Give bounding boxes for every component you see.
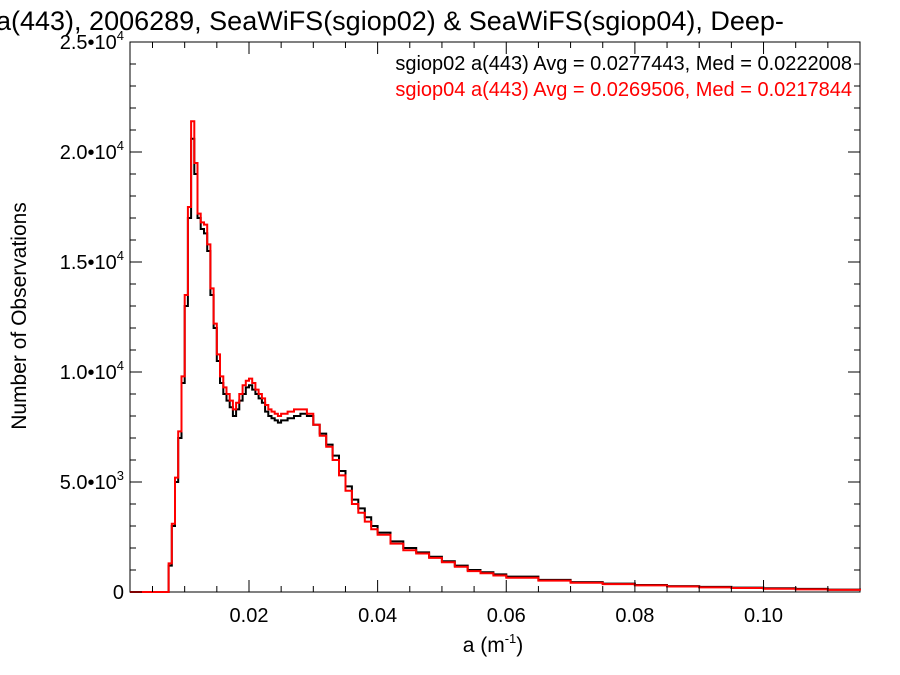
y-axis-label: Number of Observations xyxy=(8,202,31,430)
x-tick-label: 0.04 xyxy=(358,605,397,627)
x-axis-label-text: a (m xyxy=(463,634,505,657)
y-tick-label: 1.5•104 xyxy=(60,248,124,274)
y-tick-label-text: 2.5•10 xyxy=(60,32,117,54)
legend-entry-1: sgiop02 a(443) Avg = 0.0277443, Med = 0.… xyxy=(395,53,852,75)
y-tick-label: 2.0•104 xyxy=(60,138,124,164)
y-tick-label-exponent: 4 xyxy=(117,248,124,263)
y-tick-label-exponent: 4 xyxy=(117,28,124,43)
x-axis-label: a (m-1) xyxy=(463,631,524,657)
x-tick-label: 0.08 xyxy=(615,605,654,627)
y-tick-label-exponent: 3 xyxy=(117,468,124,483)
y-tick-label-text: 0 xyxy=(113,582,124,604)
x-axis-label-superscript: -1 xyxy=(505,631,517,646)
y-tick-label: 5.0•103 xyxy=(60,468,124,494)
plot-area xyxy=(129,41,861,593)
y-tick-label: 2.5•104 xyxy=(60,28,124,54)
x-tick-label: 0.10 xyxy=(744,605,783,627)
x-tick-label: 0.06 xyxy=(487,605,526,627)
y-tick-label-text: 1.0•10 xyxy=(60,362,117,384)
y-tick-label-text: 5.0•10 xyxy=(60,472,117,494)
legend: sgiop02 a(443) Avg = 0.0277443, Med = 0.… xyxy=(395,53,852,101)
y-tick-label: 1.0•104 xyxy=(60,358,124,384)
series-2-line xyxy=(130,120,861,593)
series-1-line xyxy=(130,137,861,593)
chart-title: a(443), 2006289, SeaWiFS(sgiop02) & SeaW… xyxy=(0,6,784,36)
y-tick-label-exponent: 4 xyxy=(117,358,124,373)
x-tick-label: 0.02 xyxy=(230,605,269,627)
y-tick-label-text: 1.5•10 xyxy=(60,252,117,274)
x-axis: 0.02 0.04 0.06 0.08 0.10 xyxy=(152,42,829,627)
y-tick-label-text: 2.0•10 xyxy=(60,142,117,164)
y-tick-label: 0 xyxy=(113,582,124,604)
plot-frame xyxy=(129,41,861,593)
legend-entry-2: sgiop04 a(443) Avg = 0.0269506, Med = 0.… xyxy=(395,79,852,101)
x-axis-label-suffix: ) xyxy=(516,634,523,657)
y-tick-label-exponent: 4 xyxy=(117,138,124,153)
